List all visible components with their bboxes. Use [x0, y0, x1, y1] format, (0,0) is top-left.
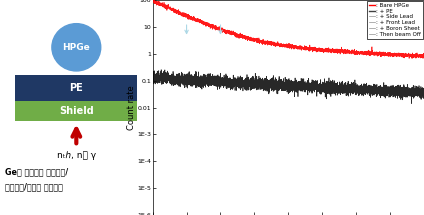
Bar: [15, 101, 137, 121]
Text: PE: PE: [70, 83, 83, 93]
Text: Ge을 이용하여 열중성자/: Ge을 이용하여 열중성자/: [5, 168, 68, 177]
Text: 속중성자/감마선 모니터링: 속중성자/감마선 모니터링: [5, 183, 62, 192]
Text: Shield: Shield: [59, 106, 94, 116]
Bar: [15, 75, 137, 101]
Text: nₜℎ, n₟ γ: nₜℎ, n₟ γ: [57, 150, 96, 160]
Ellipse shape: [52, 24, 101, 71]
Legend: : Bare HPGe, : + PE, : + Side Lead, : + Front Lead, : + Boron Sheet, : Then beam: : Bare HPGe, : + PE, : + Side Lead, : + …: [367, 1, 423, 39]
Y-axis label: Count rate: Count rate: [127, 85, 136, 130]
Text: HPGe: HPGe: [62, 43, 90, 52]
